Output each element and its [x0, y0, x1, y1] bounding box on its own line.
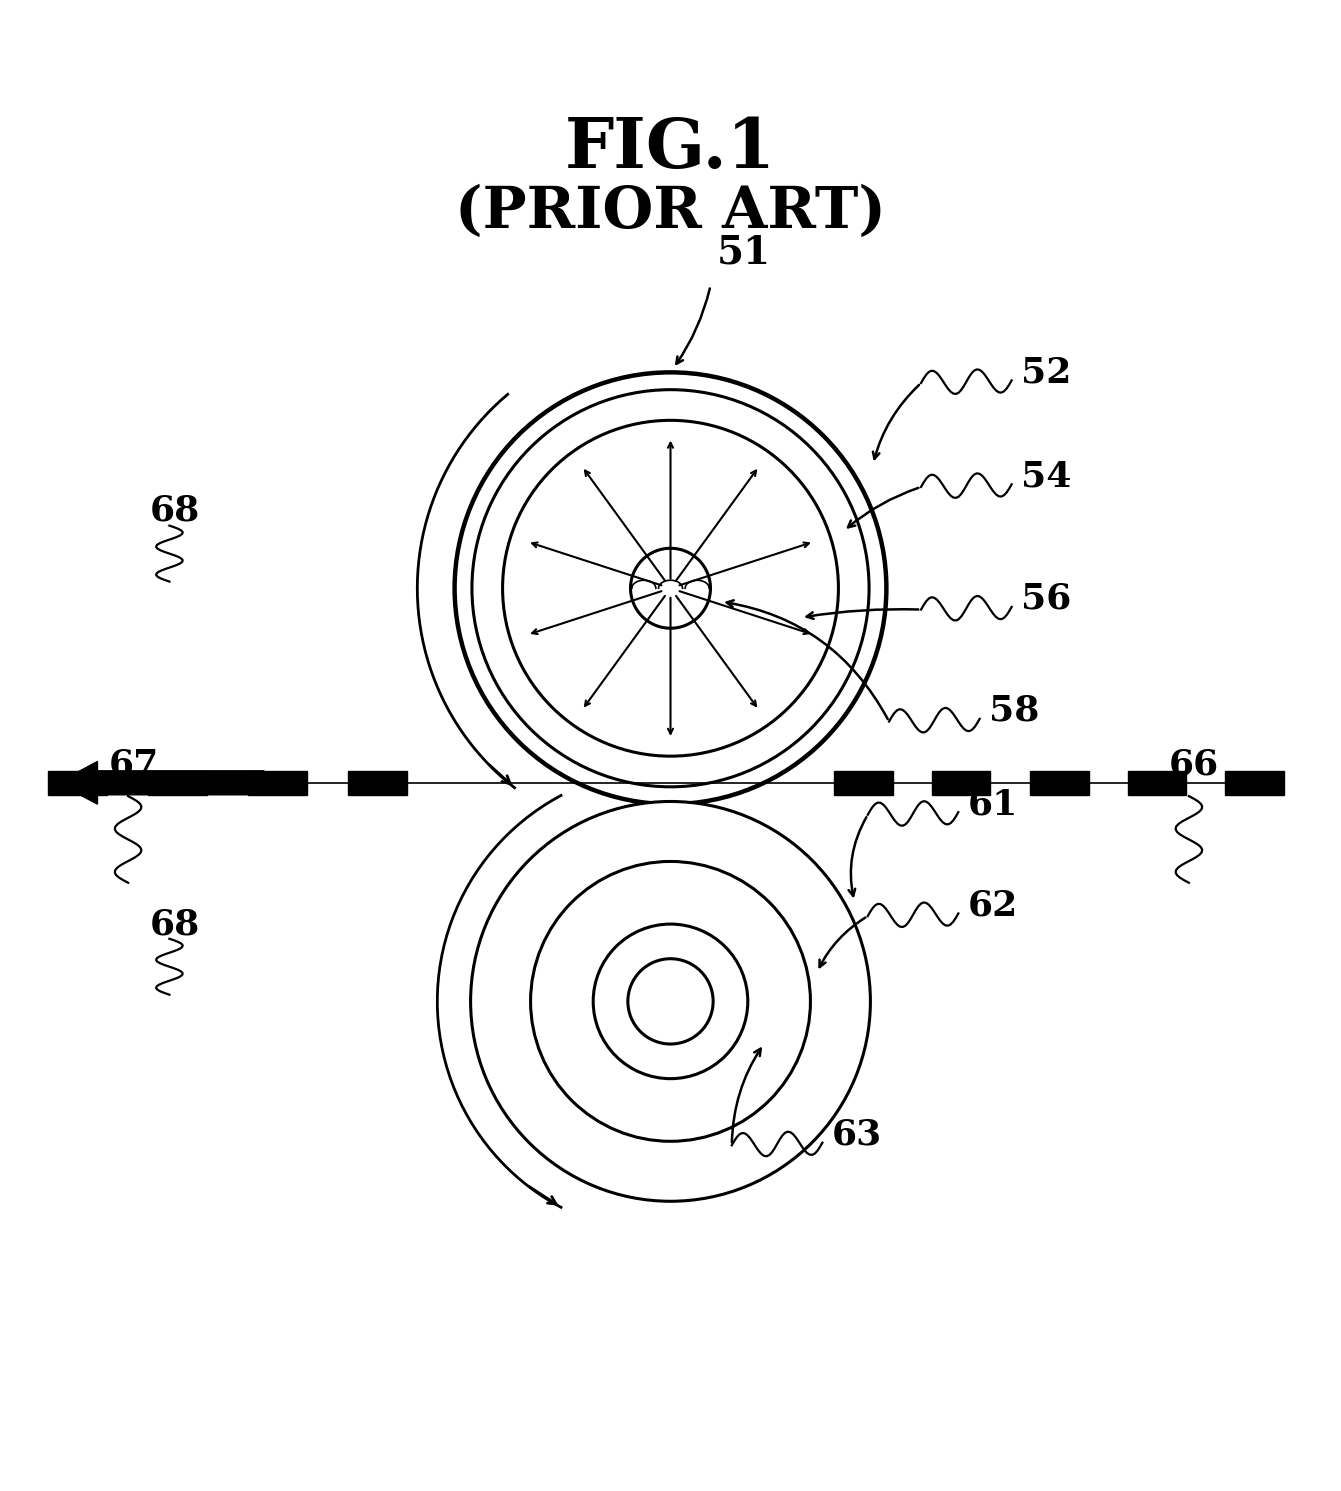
- Circle shape: [471, 802, 870, 1202]
- Text: 63: 63: [831, 1118, 882, 1151]
- Text: 67: 67: [109, 747, 158, 781]
- Circle shape: [472, 389, 869, 787]
- Text: 56: 56: [1021, 581, 1071, 616]
- Circle shape: [531, 862, 810, 1141]
- Bar: [1030, 771, 1089, 795]
- Circle shape: [630, 549, 711, 628]
- Text: FIG.1: FIG.1: [565, 115, 776, 182]
- Circle shape: [593, 924, 748, 1078]
- Bar: [148, 771, 207, 795]
- Text: 62: 62: [968, 889, 1018, 923]
- Circle shape: [455, 373, 886, 804]
- Bar: [932, 771, 991, 795]
- Text: 68: 68: [150, 907, 200, 941]
- Bar: [834, 771, 893, 795]
- Bar: [48, 771, 107, 795]
- Bar: [349, 771, 406, 795]
- Text: 54: 54: [1021, 459, 1071, 494]
- Text: 52: 52: [1021, 355, 1071, 389]
- Circle shape: [628, 959, 713, 1044]
- Bar: [1128, 771, 1187, 795]
- Text: 58: 58: [990, 693, 1039, 728]
- Text: 61: 61: [968, 787, 1018, 822]
- Circle shape: [503, 420, 838, 756]
- Bar: [248, 771, 307, 795]
- Text: 66: 66: [1169, 747, 1219, 781]
- Text: 51: 51: [716, 234, 771, 271]
- Text: 68: 68: [150, 494, 200, 528]
- Bar: [1224, 771, 1283, 795]
- FancyArrow shape: [58, 762, 264, 804]
- Text: (PRIOR ART): (PRIOR ART): [455, 185, 886, 240]
